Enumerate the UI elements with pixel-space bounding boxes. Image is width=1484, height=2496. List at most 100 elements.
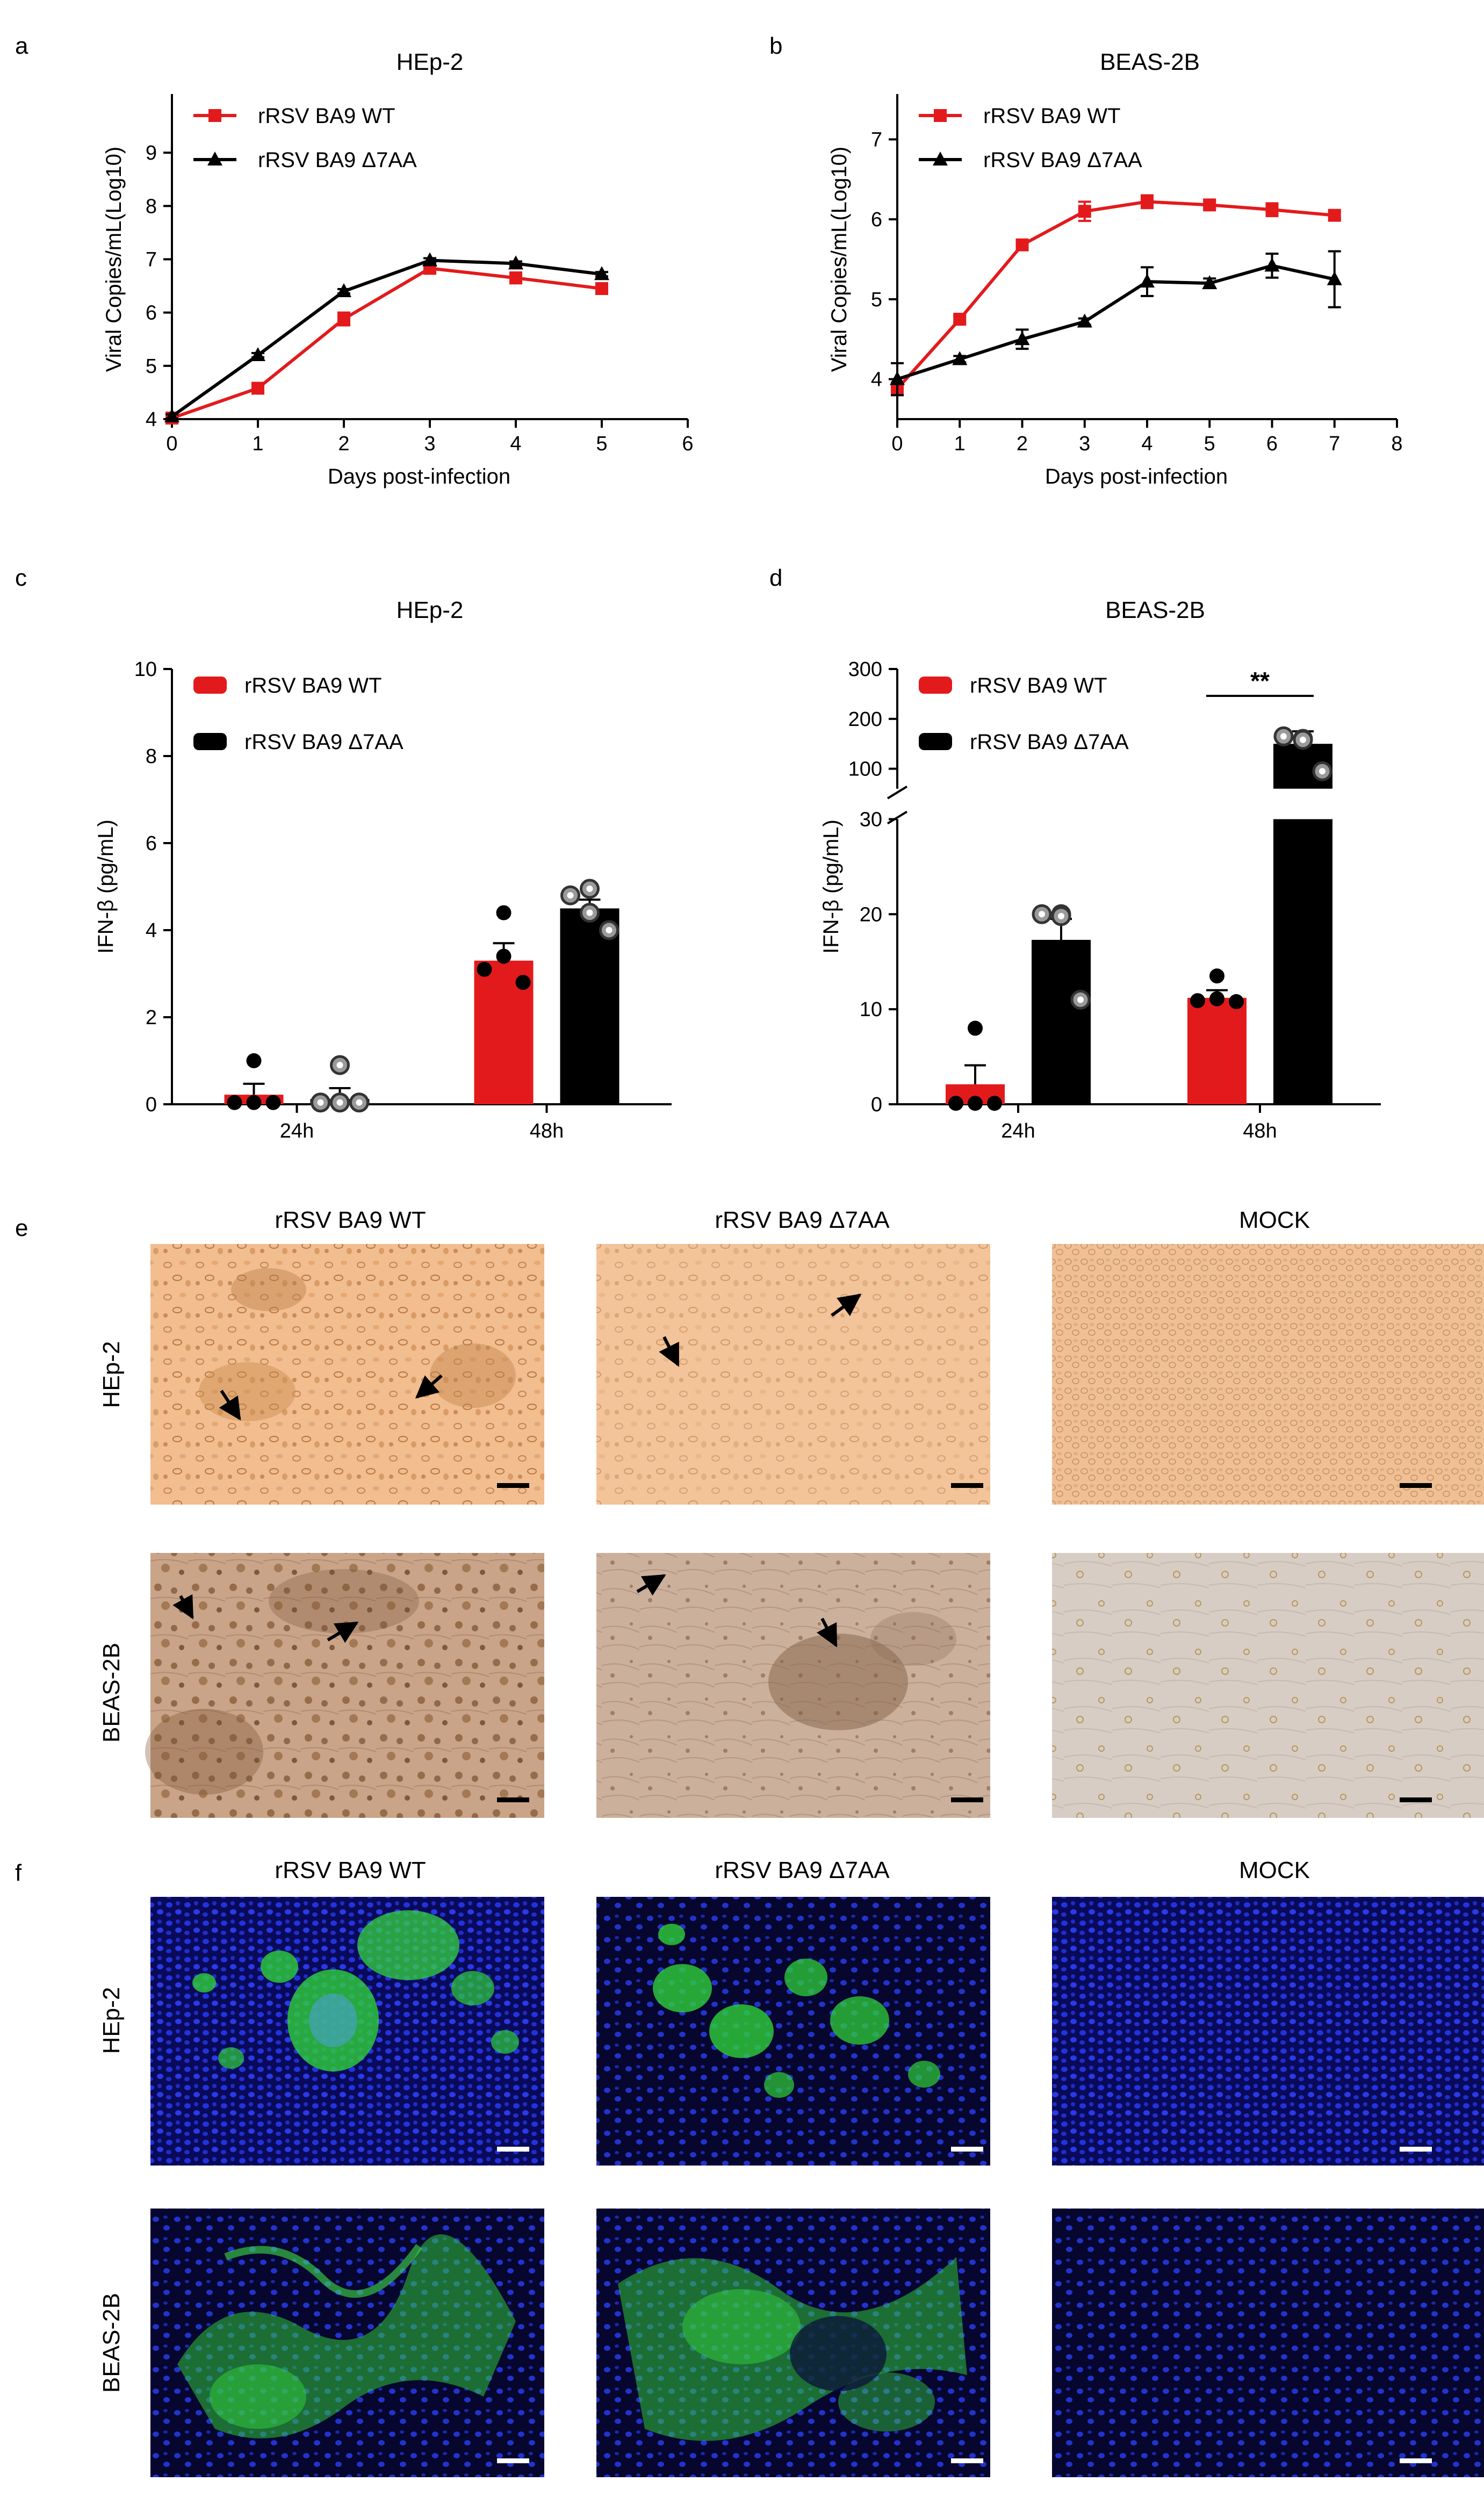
panel-f-column-title-mock: MOCK [1239,1857,1310,1883]
chart-title: BEAS-2B [1100,49,1200,75]
data-point-square [953,313,967,326]
data-point [496,948,512,964]
panel-f-immunofluorescence: rRSV BA9 WT rRSV BA9 Δ7AA MOCK HEp-2 BEA… [98,1857,1484,2477]
x-tick-label: 4 [1141,433,1152,455]
legend-label-1: rRSV BA9 Δ7AA [258,148,417,172]
x-tick-label: 48h [1243,1120,1277,1142]
fluor-f-beas2b-d7aa [596,2209,990,2477]
y-tick-label: 7 [871,128,882,151]
series-line-0 [896,200,1335,390]
y-tick-label: 0 [146,1094,157,1116]
data-point-center [1319,768,1325,775]
y-axis-label: Viral Copies/mL(Log10) [102,147,126,372]
data-point-triangle [890,371,905,385]
arrow-indicator [415,1374,443,1399]
scale-bar [497,2147,529,2152]
legend-label-0: rRSV BA9 WT [970,674,1107,697]
fluor-f-beas2b-mock [1052,2209,1484,2477]
data-point [265,1095,281,1110]
data-point [968,1096,983,1111]
arrow-indicator [219,1390,241,1421]
data-point-triangle [1140,274,1155,288]
y-tick-label: 4 [146,408,157,431]
chart-c-hep2-ifn-beta: HEp-2 0 2 4 6 8 10 IFN-β (pg/mL) 24h 48h rRSV BA9 … [94,597,672,1142]
panel-label-a: a [15,33,28,59]
y-tick-label: 8 [146,195,157,218]
x-tick-label: 8 [1391,433,1402,455]
data-point [246,1053,262,1068]
x-tick-label: 7 [1329,433,1340,455]
scale-bar [1400,1483,1432,1488]
chart-d-beas2b-ifn-beta: BEAS-2B 0 10 20 30 100 200 300 IFN-β (pg/mL) 24h 4… [819,597,1381,1142]
legend-label-1: rRSV BA9 Δ7AA [244,730,404,754]
legend-swatch-1 [919,733,952,750]
y-axis-label: IFN-β (pg/mL) [94,819,118,954]
data-point [246,1095,262,1110]
panel-f-column-title-wt: rRSV BA9 WT [275,1857,426,1883]
panel-e-column-title-wt: rRSV BA9 WT [275,1207,426,1233]
data-point-triangle [508,255,523,270]
data-point-triangle [594,266,609,280]
data-point-triangle [952,351,968,365]
panel-f-row-label-beas2b: BEAS-2B [98,2293,125,2393]
series-line-1 [897,264,1335,381]
scale-bar [1400,2147,1432,2152]
scale-bar [1400,2458,1432,2463]
x-tick-label: 6 [682,433,693,455]
data-point [1209,991,1224,1006]
data-point-center [606,927,613,933]
chart-a-hep2-viral-growth: HEp-2 0 1 2 3 4 5 6 4 5 6 7 8 9 Days post-infection Vir… [102,49,694,488]
axis-break-mark [887,786,908,800]
x-tick-label: 5 [1204,433,1215,455]
data-point-square [251,382,264,395]
data-point-center [1039,911,1045,918]
arrow-indicator [327,1621,359,1643]
data-point-triangle [1014,331,1030,346]
legend-label-1: rRSV BA9 Δ7AA [970,730,1129,754]
x-tick-label: 3 [424,433,435,455]
x-tick-label: 0 [891,433,903,455]
panel-label-b: b [769,33,782,59]
data-point-triangle [164,408,179,423]
panel-e-row-label-hep2: HEp-2 [98,1341,125,1408]
data-point [496,905,512,920]
y-axis-label: Viral Copies/mL(Log10) [827,147,851,372]
chart-title: HEp-2 [397,597,464,623]
panel-e-brightfield: rRSV BA9 WT rRSV BA9 Δ7AA MOCK HEp-2 BEA… [98,1207,1484,1818]
data-point-center [1280,733,1287,740]
x-tick-label: 4 [510,433,521,455]
arrow-indicator [636,1574,666,1596]
data-point-square [1015,238,1029,251]
panel-label-e: e [15,1215,28,1241]
panel-e-row-label-beas2b: BEAS-2B [98,1643,125,1743]
data-point-square [1265,203,1279,217]
y-tick-label: 300 [848,658,882,681]
data-point-center [1300,736,1306,743]
y-tick-label: 6 [146,302,157,325]
data-point-square [1203,198,1216,212]
x-tick-label: 2 [338,433,349,455]
chart-title: BEAS-2B [1105,597,1205,623]
scale-bar [497,2458,529,2463]
x-tick-label: 0 [166,433,177,455]
x-tick-label: 1 [954,433,966,455]
legend-swatch-0 [193,677,227,694]
y-tick-label: 8 [146,745,157,768]
data-point-triangle [422,252,437,267]
bar-1-0 [1032,940,1091,1104]
data-point-square [509,271,522,285]
scale-bar [951,2147,983,2152]
micrograph-e-beas2b-wt [145,1553,544,1818]
arrow-indicator [659,1336,680,1367]
legend-label-1: rRSV BA9 Δ7AA [983,148,1142,172]
x-axis-label: Days post-infection [328,465,510,488]
chart-title: HEp-2 [397,49,464,75]
x-tick-label: 48h [530,1120,564,1142]
data-point-triangle [250,347,265,361]
data-point [1209,968,1224,984]
y-tick-label: 5 [146,355,157,378]
y-tick-label: 2 [146,1006,157,1029]
x-tick-label: 3 [1079,433,1090,455]
data-point-center [1058,912,1064,919]
